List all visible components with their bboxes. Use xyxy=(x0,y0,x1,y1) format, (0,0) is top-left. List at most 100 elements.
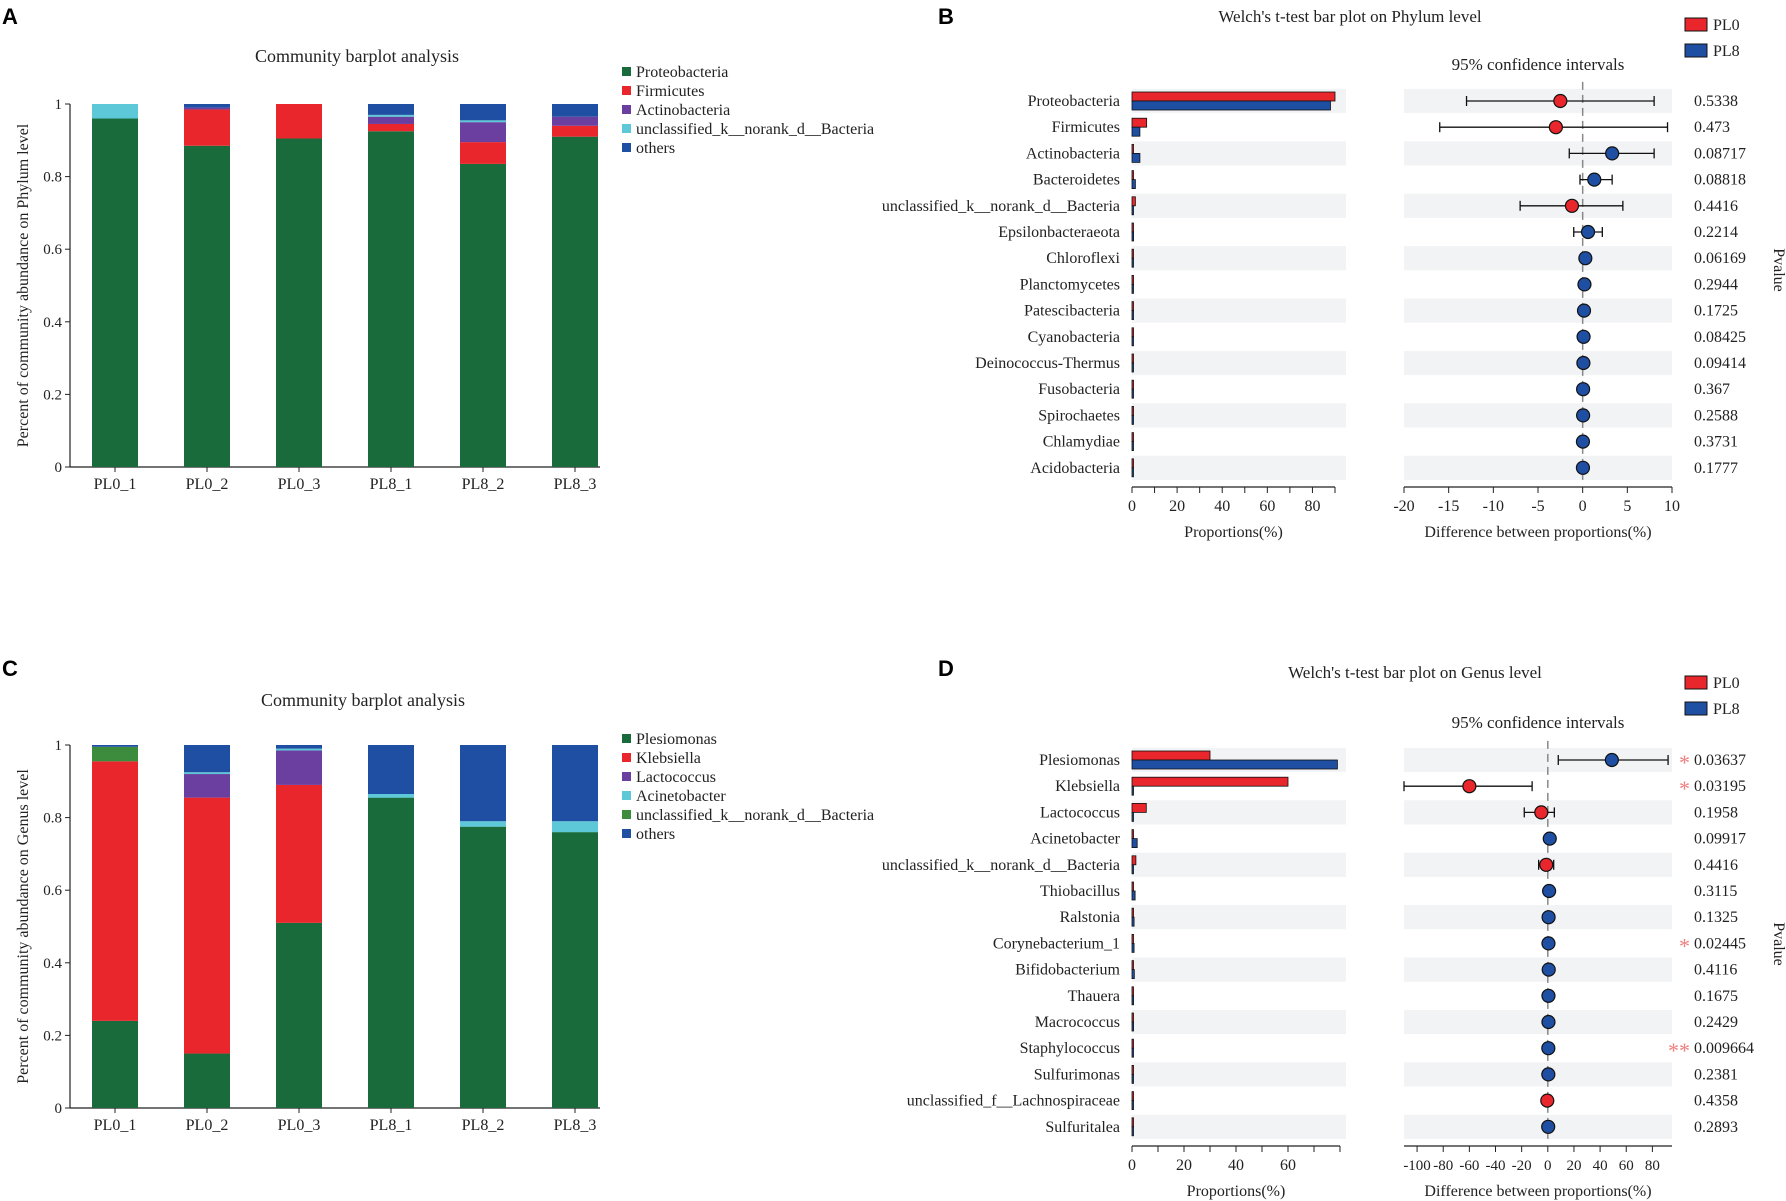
pl0-bar xyxy=(1131,1117,1134,1128)
pl0-bar xyxy=(1131,1065,1134,1075)
pl0-bar xyxy=(1131,353,1134,364)
y-tick-label: 0 xyxy=(55,460,63,476)
diff-point xyxy=(1539,857,1554,872)
pvalue: 0.4358 xyxy=(1694,1093,1738,1110)
diff-point xyxy=(1534,805,1549,820)
x-tick-label: PL8_3 xyxy=(554,476,597,493)
diff-point xyxy=(1576,329,1591,344)
right-x-tick-label: -80 xyxy=(1433,1158,1453,1174)
diff-point xyxy=(1575,434,1591,449)
row-band xyxy=(1404,246,1672,271)
diff-point xyxy=(1576,355,1591,371)
diff-point xyxy=(1578,251,1593,266)
x-tick-label: PL0_1 xyxy=(94,1117,137,1134)
bar-segment xyxy=(460,821,506,827)
left-x-tick-label: 20 xyxy=(1176,1157,1192,1174)
chart-title: Community barplot analysis xyxy=(255,46,459,66)
row-label: Actinobacteria xyxy=(1026,145,1120,162)
pvalue: 0.02445 xyxy=(1694,935,1746,952)
pl0-bar xyxy=(1131,458,1134,469)
row-label: Chlamydiae xyxy=(1043,434,1120,451)
legend-label: Firmicutes xyxy=(636,83,704,100)
welch-test-b: Welch's t-test bar plot on Phylum level 9… xyxy=(882,7,1786,541)
row-label: unclassified_k__norank_d__Bacteria xyxy=(882,857,1120,874)
row-label: Thiobacillus xyxy=(1040,883,1120,900)
row-label: Lactococcus xyxy=(1040,804,1120,821)
pl0-bar xyxy=(1131,405,1134,416)
row-band xyxy=(1132,957,1346,982)
legend-label: Proteobacteria xyxy=(636,64,728,81)
pvalue: 0.03195 xyxy=(1694,778,1746,795)
pl8-bar xyxy=(1131,995,1134,1006)
pvalue: 0.2944 xyxy=(1694,276,1738,293)
bar-segment xyxy=(276,745,322,749)
diff-point xyxy=(1580,224,1596,240)
pvalue: 0.3731 xyxy=(1694,434,1738,451)
diff-point xyxy=(1542,831,1557,846)
pl0-bar xyxy=(1131,907,1134,918)
legend-swatch xyxy=(622,143,631,152)
pl0-bar xyxy=(1131,1038,1134,1049)
bar-segment xyxy=(460,163,506,467)
bar-segment xyxy=(276,922,322,1108)
legend-swatch xyxy=(1684,701,1708,716)
row-band xyxy=(1404,1062,1672,1087)
panel-label-c: C xyxy=(2,656,18,681)
pvalue: 0.06169 xyxy=(1694,250,1746,267)
pl8-bar xyxy=(1131,126,1141,137)
pvalue: 0.1958 xyxy=(1694,804,1738,821)
right-x-axis-label: Difference between proportions(%) xyxy=(1424,524,1651,541)
row-band xyxy=(1404,403,1672,428)
legend-swatch xyxy=(1684,17,1708,32)
legend-swatch xyxy=(622,86,631,95)
right-x-tick-label: 20 xyxy=(1566,1158,1581,1174)
pvalue-axis-label: Pvalue xyxy=(1770,248,1786,292)
y-tick-label: 0.6 xyxy=(43,883,62,899)
chart-title: Community barplot analysis xyxy=(261,690,465,710)
pvalue: 0.09917 xyxy=(1694,831,1746,848)
row-band xyxy=(1132,193,1346,218)
right-x-tick-label: 10 xyxy=(1664,498,1680,515)
row-label: Staphylococcus xyxy=(1020,1040,1120,1057)
row-label: Bacteroidetes xyxy=(1033,172,1120,189)
bar-segment xyxy=(276,784,322,923)
right-x-tick-label: 80 xyxy=(1645,1158,1660,1174)
diff-point xyxy=(1576,382,1591,397)
bar-segment xyxy=(184,772,230,775)
legend-label: Plesiomonas xyxy=(636,731,717,748)
pl0-bar xyxy=(1131,327,1134,338)
pvalue-axis-label: Pvalue xyxy=(1770,922,1786,966)
pl8-bar xyxy=(1131,100,1331,111)
pl0-bar xyxy=(1131,117,1148,128)
pvalue: 0.5338 xyxy=(1694,93,1738,110)
legend-label: PL8 xyxy=(1713,43,1740,60)
bar-segment xyxy=(276,748,322,751)
row-band xyxy=(1404,852,1672,877)
row-band xyxy=(1132,350,1346,376)
legend-swatch xyxy=(622,791,631,800)
pvalue: 0.2381 xyxy=(1694,1066,1738,1083)
bar-segment xyxy=(552,125,598,137)
right-x-tick-label: -15 xyxy=(1438,498,1459,515)
pl0-bar xyxy=(1131,776,1289,787)
right-x-tick-label: 0 xyxy=(1579,498,1587,515)
bar-segment xyxy=(92,761,138,1021)
row-band xyxy=(1404,1009,1672,1035)
legend-swatch xyxy=(622,753,631,762)
welch-test-d: Welch's t-test bar plot on Genus level 95… xyxy=(882,663,1786,1200)
x-tick-label: PL0_2 xyxy=(186,476,229,493)
panel-label-d: D xyxy=(938,656,954,681)
pl8-bar xyxy=(1131,205,1134,216)
pl8-bar xyxy=(1131,838,1138,848)
community-barplot-c: Community barplot analysis Percent of com… xyxy=(15,690,874,1134)
chart-title: Welch's t-test bar plot on Genus level xyxy=(1288,663,1542,682)
right-x-tick-label: -60 xyxy=(1459,1158,1479,1174)
diff-point xyxy=(1541,988,1556,1003)
bar-segment xyxy=(368,797,414,1108)
diff-point xyxy=(1541,936,1556,951)
pvalue: 0.1675 xyxy=(1694,988,1738,1005)
row-label: Corynebacterium_1 xyxy=(993,935,1120,952)
pl8-bar xyxy=(1131,388,1134,399)
row-label: Bifidobacterium xyxy=(1015,962,1120,979)
